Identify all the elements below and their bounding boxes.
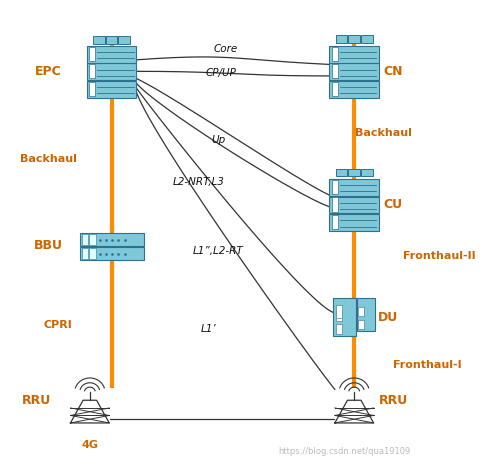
- FancyBboxPatch shape: [348, 36, 360, 43]
- FancyBboxPatch shape: [358, 320, 364, 329]
- FancyBboxPatch shape: [80, 247, 144, 260]
- FancyBboxPatch shape: [90, 64, 95, 78]
- FancyBboxPatch shape: [356, 298, 375, 332]
- FancyBboxPatch shape: [90, 234, 96, 245]
- FancyBboxPatch shape: [90, 46, 95, 61]
- FancyBboxPatch shape: [330, 81, 379, 98]
- FancyBboxPatch shape: [336, 324, 343, 334]
- Text: https://blog.csdn.net/qua19109: https://blog.csdn.net/qua19109: [278, 447, 411, 456]
- FancyBboxPatch shape: [336, 169, 347, 176]
- FancyBboxPatch shape: [87, 63, 137, 80]
- Text: Backhaul: Backhaul: [20, 154, 77, 164]
- FancyBboxPatch shape: [118, 37, 130, 44]
- FancyBboxPatch shape: [332, 64, 338, 78]
- FancyBboxPatch shape: [330, 179, 379, 196]
- Text: L1’: L1’: [201, 324, 216, 334]
- Text: RRU: RRU: [378, 394, 408, 408]
- FancyBboxPatch shape: [330, 197, 379, 213]
- FancyBboxPatch shape: [348, 169, 360, 176]
- FancyBboxPatch shape: [87, 81, 137, 98]
- FancyBboxPatch shape: [330, 63, 379, 80]
- FancyBboxPatch shape: [361, 36, 373, 43]
- FancyBboxPatch shape: [332, 215, 338, 229]
- FancyBboxPatch shape: [90, 82, 95, 96]
- FancyBboxPatch shape: [106, 37, 117, 44]
- Text: Backhaul: Backhaul: [355, 129, 412, 138]
- Text: Fronthaul-I: Fronthaul-I: [393, 361, 462, 371]
- FancyBboxPatch shape: [330, 46, 379, 62]
- FancyBboxPatch shape: [333, 298, 355, 336]
- FancyBboxPatch shape: [330, 214, 379, 231]
- Text: BBU: BBU: [34, 240, 63, 252]
- Text: Fronthaul-II: Fronthaul-II: [403, 251, 475, 261]
- FancyBboxPatch shape: [87, 46, 137, 62]
- FancyBboxPatch shape: [93, 37, 105, 44]
- Text: L2-NRT,L3: L2-NRT,L3: [173, 177, 225, 187]
- Text: RRU: RRU: [22, 394, 51, 408]
- FancyBboxPatch shape: [332, 46, 338, 61]
- Text: Core: Core: [213, 44, 238, 54]
- FancyBboxPatch shape: [336, 305, 343, 318]
- FancyBboxPatch shape: [80, 233, 144, 246]
- Text: CPRI: CPRI: [44, 320, 73, 330]
- FancyBboxPatch shape: [90, 248, 96, 259]
- Text: Up: Up: [211, 135, 226, 145]
- FancyBboxPatch shape: [358, 307, 364, 316]
- Text: CP/UP: CP/UP: [205, 68, 236, 78]
- FancyBboxPatch shape: [336, 36, 347, 43]
- Text: 4G: 4G: [81, 440, 99, 450]
- FancyBboxPatch shape: [82, 248, 89, 259]
- Text: CN: CN: [383, 65, 403, 78]
- Text: CU: CU: [384, 198, 402, 211]
- Text: L1”,L2-RT: L1”,L2-RT: [193, 246, 244, 256]
- FancyBboxPatch shape: [332, 180, 338, 194]
- FancyBboxPatch shape: [336, 311, 343, 321]
- FancyBboxPatch shape: [361, 169, 373, 176]
- FancyBboxPatch shape: [332, 82, 338, 96]
- FancyBboxPatch shape: [332, 197, 338, 212]
- Text: DU: DU: [378, 311, 398, 324]
- FancyBboxPatch shape: [82, 234, 89, 245]
- Text: EPC: EPC: [35, 65, 62, 78]
